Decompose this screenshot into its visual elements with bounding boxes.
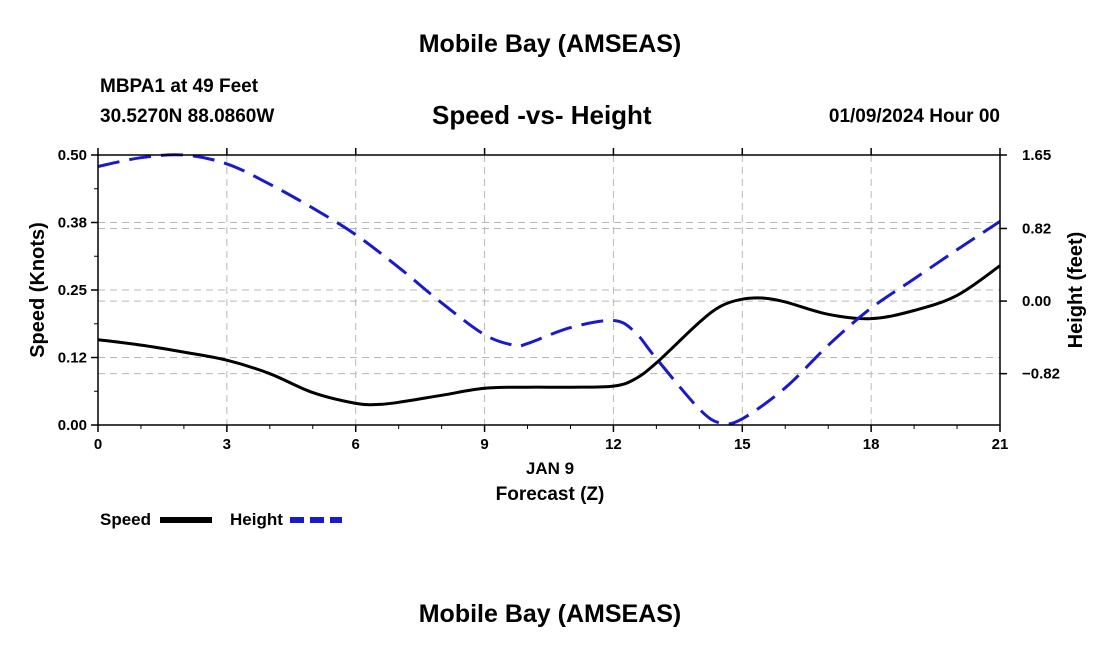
station-label: MBPA1 at 49 Feet <box>100 76 259 97</box>
series-speed-line <box>97 264 1001 407</box>
y-tick-label: 0.25 <box>58 282 87 299</box>
forecast-datetime: 01/09/2024 Hour 00 <box>828 106 1000 127</box>
y2-tick-label: −0.82 <box>1022 366 1060 383</box>
x-tick-label: 6 <box>352 436 360 453</box>
coordinates-label: 30.5270N 88.0860W <box>100 106 275 127</box>
x-tick-label: 3 <box>223 436 231 453</box>
x-tick-label: 12 <box>605 436 622 453</box>
y-tick-label: 0.00 <box>58 417 87 434</box>
legend-speed-label: Speed <box>100 510 151 529</box>
x-tick-label: 9 <box>480 436 488 453</box>
chart-title: Mobile Bay (AMSEAS) <box>418 30 682 58</box>
y2-tick-label: 0.00 <box>1022 293 1051 310</box>
y2-axis-label: Height (feet) <box>1065 232 1087 349</box>
x-tick-label: 18 <box>863 436 880 453</box>
x-tick-label: 15 <box>734 436 751 453</box>
x-axis-label: Forecast (Z) <box>496 484 605 505</box>
y2-tick-label: 0.82 <box>1022 220 1051 237</box>
legend: Speed Height <box>100 510 342 529</box>
grid <box>98 154 1000 425</box>
y-axis-label: Speed (Knots) <box>27 222 49 358</box>
x-tick-label: 21 <box>992 436 1009 453</box>
y2-tick-label: 1.65 <box>1022 147 1051 164</box>
y-tick-label: 0.38 <box>58 215 87 232</box>
bottom-chart-title: Mobile Bay (AMSEAS) <box>418 600 682 628</box>
y-tick-label: 0.50 <box>58 147 87 164</box>
legend-height-label: Height <box>230 510 283 529</box>
chart-subtitle: Speed -vs- Height <box>432 100 652 130</box>
y-tick-label: 0.12 <box>58 350 87 367</box>
axes: 0 3 6 9 12 15 18 21 0.00 0.12 0.25 0.38 0.50 −0.82 0.0… <box>58 147 1060 453</box>
series-layer <box>97 153 1001 426</box>
series-height-line <box>97 153 1001 426</box>
x-axis-date-label: JAN 9 <box>526 459 574 478</box>
x-tick-label: 0 <box>94 436 102 453</box>
